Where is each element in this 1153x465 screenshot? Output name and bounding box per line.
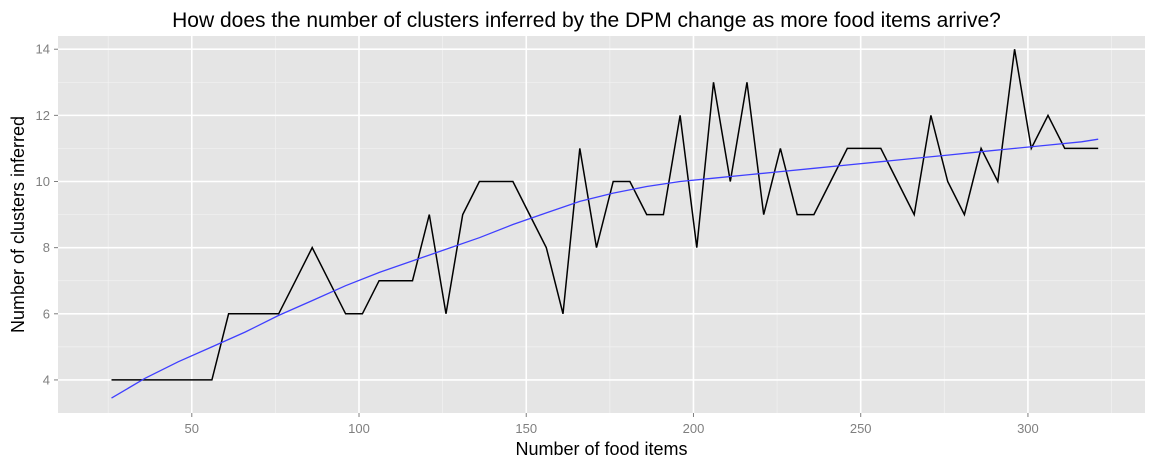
minor-gridlines (58, 36, 1145, 413)
smoothed-trend-line (111, 138, 1099, 399)
major-gridlines (58, 36, 1145, 413)
observed-clusters-line (111, 49, 1099, 381)
y-tick-label: 4 (43, 372, 50, 387)
x-tick-label: 100 (348, 421, 370, 436)
y-tick-label: 6 (43, 306, 50, 321)
series-layer (111, 49, 1099, 399)
y-tick-label: 14 (36, 42, 50, 57)
x-tick-label: 200 (683, 421, 705, 436)
x-tick-label: 150 (515, 421, 537, 436)
y-axis: 4 6 8 10 12 14 (36, 42, 58, 387)
x-tick-label: 300 (1017, 421, 1039, 436)
plot-background (58, 36, 1145, 413)
y-tick-label: 10 (36, 174, 50, 189)
x-tick-label: 250 (850, 421, 872, 436)
y-tick-label: 8 (43, 240, 50, 255)
y-axis-title: Number of clusters inferred (8, 116, 28, 333)
x-axis: 50 100 150 200 250 300 (185, 413, 1039, 436)
y-tick-label: 12 (36, 108, 50, 123)
x-tick-label: 50 (185, 421, 199, 436)
chart-title: How does the number of clusters inferred… (172, 9, 1001, 32)
x-axis-title: Number of food items (515, 439, 687, 459)
